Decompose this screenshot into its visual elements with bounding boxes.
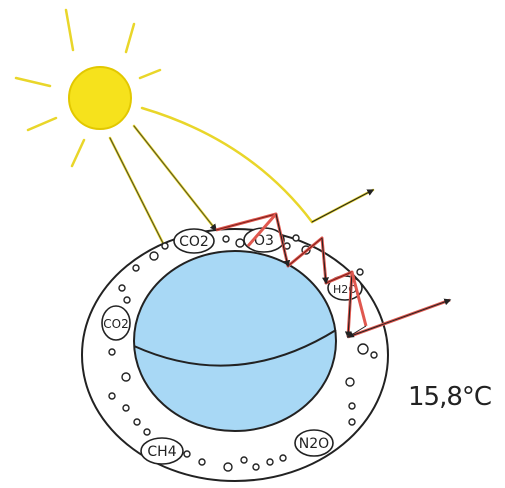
h2o-label: H2O [333, 283, 357, 296]
temperature-label: 15,8°C [408, 382, 491, 412]
atmosphere-particles [108, 234, 378, 472]
o3-label: O3 [254, 233, 274, 249]
equator-line [133, 329, 337, 367]
co2-left-molecule [101, 305, 131, 341]
earth [81, 228, 389, 482]
gas-molecules [101, 227, 363, 465]
incoming-solar-rays [108, 106, 375, 265]
co2-left-label: CO2 [103, 317, 128, 331]
sun-icon [14, 8, 162, 168]
co2-top-molecule [173, 228, 215, 254]
n2o-molecule [294, 429, 334, 457]
n2o-label: N2O [299, 436, 329, 452]
ch4-label: CH4 [147, 444, 176, 460]
ch4-molecule [140, 437, 184, 465]
co2-top-label: CO2 [179, 234, 209, 250]
earth-surface [133, 250, 337, 432]
reflected-heat-arrows [215, 212, 452, 339]
